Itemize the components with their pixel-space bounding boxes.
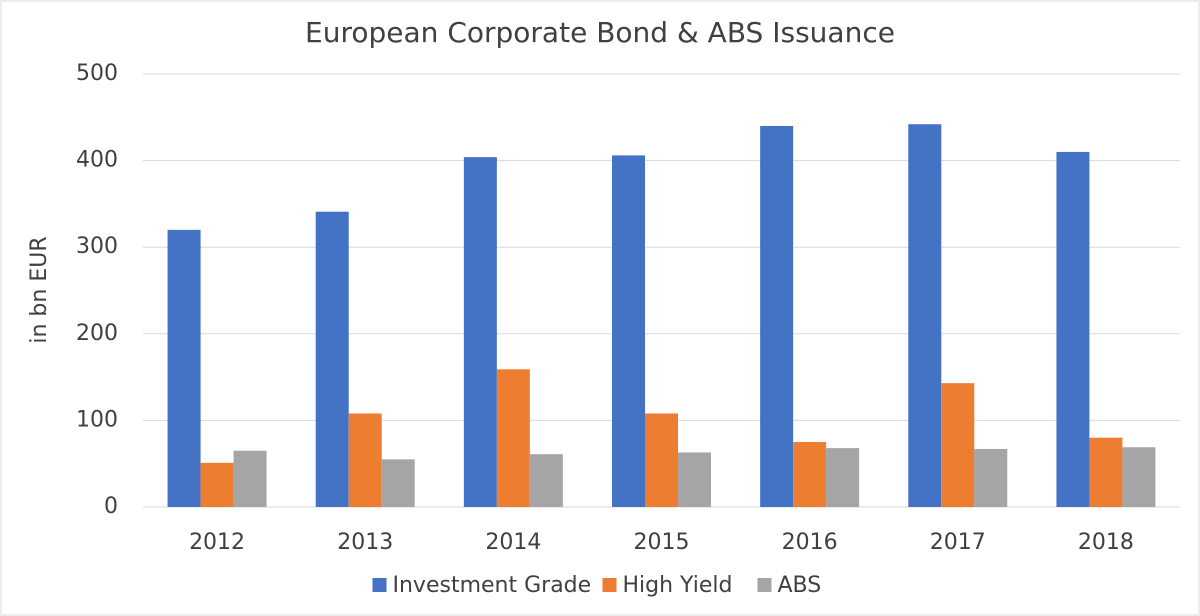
bar bbox=[200, 462, 234, 507]
bar bbox=[233, 450, 267, 507]
bar bbox=[678, 452, 711, 507]
legend-label: ABS bbox=[778, 573, 822, 598]
bar bbox=[908, 124, 942, 507]
y-tick-label: 400 bbox=[76, 148, 118, 173]
bar bbox=[1122, 447, 1156, 507]
bar bbox=[529, 454, 563, 507]
legend-swatch bbox=[372, 578, 387, 592]
bar bbox=[463, 157, 497, 508]
legend-swatch bbox=[602, 578, 617, 592]
bar bbox=[1089, 437, 1123, 507]
bar bbox=[645, 413, 678, 507]
bar bbox=[315, 211, 349, 507]
x-tick-label: 2012 bbox=[189, 530, 245, 555]
bar bbox=[941, 383, 975, 507]
y-tick-label: 500 bbox=[76, 61, 118, 86]
bar bbox=[826, 448, 860, 507]
bar bbox=[974, 448, 1008, 507]
chart-title: European Corporate Bond & ABS Issuance bbox=[305, 16, 895, 49]
x-tick-label: 2018 bbox=[1078, 530, 1134, 555]
bar bbox=[167, 229, 201, 507]
y-tick-label: 100 bbox=[76, 407, 118, 432]
x-tick-label: 2017 bbox=[930, 530, 986, 555]
y-tick-label: 200 bbox=[76, 321, 118, 346]
legend-label: Investment Grade bbox=[393, 573, 592, 598]
y-tick-label: 300 bbox=[76, 234, 118, 259]
bar bbox=[612, 155, 645, 508]
legend-swatch bbox=[757, 578, 772, 592]
x-tick-label: 2016 bbox=[782, 530, 838, 555]
bar bbox=[793, 442, 827, 507]
x-tick-label: 2014 bbox=[485, 530, 541, 555]
bar bbox=[348, 413, 382, 507]
x-tick-label: 2015 bbox=[634, 530, 690, 555]
x-tick-label: 2013 bbox=[337, 530, 393, 555]
bar bbox=[381, 459, 415, 507]
bar bbox=[760, 125, 794, 508]
bar bbox=[496, 369, 530, 507]
y-tick-label: 0 bbox=[104, 494, 118, 519]
legend-label: High Yield bbox=[623, 573, 733, 598]
bar bbox=[1056, 151, 1090, 507]
y-axis-label: in bn EUR bbox=[27, 236, 52, 343]
